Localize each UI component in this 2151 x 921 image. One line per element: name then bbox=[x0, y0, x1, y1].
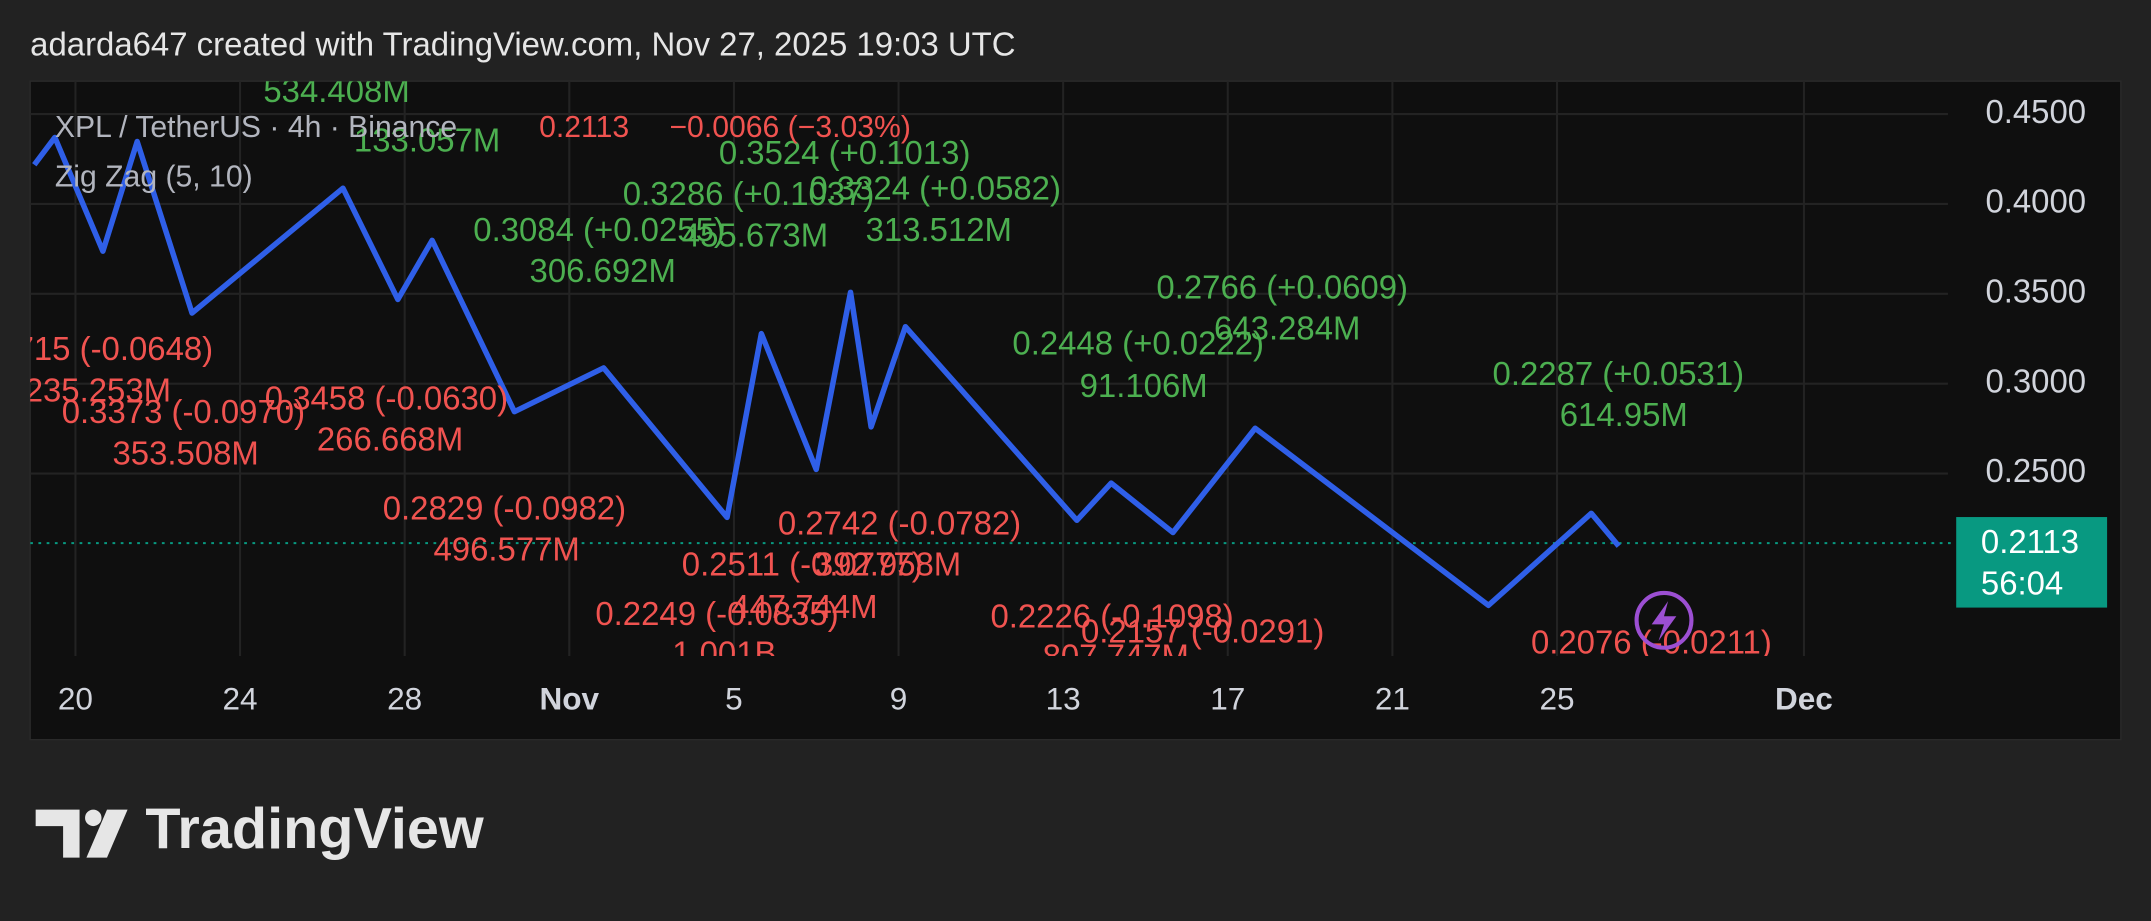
y-tick-label: 0.2500 bbox=[1985, 452, 2086, 489]
pivot-annotation: 0.2766 (+0.0609) bbox=[1156, 268, 1408, 305]
logo-text: TradingView bbox=[145, 797, 483, 861]
pivot-annotation: 1.001B bbox=[672, 635, 776, 672]
price-badge bbox=[1956, 517, 2108, 608]
y-tick-label: 0.3000 bbox=[1985, 362, 2086, 399]
y-tick-label: 0.4500 bbox=[1985, 93, 2086, 130]
pivot-annotation: 0.3715 (-0.0648) bbox=[0, 330, 213, 367]
x-tick-label: 24 bbox=[223, 681, 258, 717]
pivot-annotation: 235.253M bbox=[25, 371, 171, 408]
pivot-annotation: 0.2226 (-0.1098) bbox=[990, 598, 1233, 635]
pivot-annotation: 0.3084 (+0.0255) bbox=[473, 211, 725, 248]
chart-panel bbox=[29, 80, 2122, 741]
pivot-annotation: 0.2448 (+0.0222) bbox=[1012, 325, 1264, 362]
x-tick-label: 21 bbox=[1375, 681, 1410, 717]
logo-mark bbox=[86, 809, 128, 858]
pivot-annotation: 0.3286 (+0.1037) bbox=[623, 175, 875, 212]
pivot-annotation: 534.408M bbox=[263, 72, 409, 109]
pivot-annotation: 0.2287 (+0.0531) bbox=[1493, 355, 1745, 392]
x-tick-label: 13 bbox=[1046, 681, 1081, 717]
zigzag-line bbox=[32, 134, 1621, 609]
x-tick-label: 5 bbox=[725, 681, 743, 717]
x-tick-label: 25 bbox=[1539, 681, 1574, 717]
pivot-annotation: 0.2157 (-0.0291) bbox=[1081, 613, 1324, 650]
pivot-annotation: 392.958M bbox=[815, 546, 961, 583]
pivot-annotation: 91.106M bbox=[1080, 367, 1208, 404]
legend-symbol: XPL / TetherUS · 4h · Binance bbox=[55, 111, 457, 144]
x-tick-label: Nov bbox=[539, 681, 599, 717]
grid bbox=[30, 81, 1948, 656]
pivot-annotation: 614.95M bbox=[1560, 396, 1688, 433]
x-tick-label: 20 bbox=[58, 681, 93, 717]
legend-price: 0.2113 bbox=[539, 111, 629, 144]
pivot-annotation: 0.3324 (+0.0582) bbox=[809, 170, 1061, 207]
pivot-annotation: 447.744M bbox=[731, 588, 877, 625]
axes: 0.2500 0.3000 0.3500 0.4000 0.4500 20 24 28 Nov 5… bbox=[58, 93, 2108, 717]
logo-mark bbox=[85, 809, 102, 827]
x-tick-label: 28 bbox=[387, 681, 422, 717]
plot: 534.408M 133.057M 0.3524 (+0.1013) 0.3286 (… bbox=[0, 72, 1948, 674]
pivot-annotation: 0.3373 (-0.0970) bbox=[62, 393, 305, 430]
pivot-annotation: 455.673M bbox=[682, 216, 828, 253]
x-tick-label: Dec bbox=[1775, 681, 1833, 717]
pivot-annotation: 313.512M bbox=[866, 211, 1012, 248]
logo-mark bbox=[35, 809, 80, 858]
pivot-annotation: 0.2076 (-0.0211) bbox=[1531, 624, 1772, 661]
pivot-annotation: 643.284M bbox=[1214, 310, 1360, 347]
pivot-annotation: 0.3458 (-0.0630) bbox=[265, 380, 508, 417]
price-badge-value: 0.2113 bbox=[1981, 523, 2079, 560]
price-badge-countdown: 56:04 bbox=[1981, 564, 2063, 601]
pivot-annotation: 0.2829 (-0.0982) bbox=[383, 489, 626, 526]
header: adarda647 created with TradingView.com, … bbox=[30, 26, 1015, 63]
x-tick-label: 17 bbox=[1210, 681, 1245, 717]
legend-change: −0.0066 (−3.03%) bbox=[669, 111, 910, 144]
pivot-annotation: 496.577M bbox=[433, 530, 579, 567]
pivot-annotation: 133.057M bbox=[354, 122, 500, 159]
pivot-annotation: 0.2742 (-0.0782) bbox=[778, 504, 1021, 541]
pivot-annotation: 0.2249 (-0.0835) bbox=[595, 595, 838, 632]
logo: TradingView bbox=[35, 797, 484, 861]
y-tick-label: 0.4000 bbox=[1985, 183, 2086, 220]
pivot-annotation: 0.3524 (+0.1013) bbox=[719, 134, 971, 171]
lightning-bolt bbox=[1651, 601, 1677, 641]
pivot-annotation: 807.747M bbox=[1043, 637, 1189, 674]
y-tick-label: 0.3500 bbox=[1985, 273, 2086, 310]
pivot-annotation: 306.692M bbox=[530, 252, 676, 289]
pivot-annotation: 266.668M bbox=[317, 421, 463, 458]
pivot-annotation: 353.508M bbox=[112, 434, 258, 471]
pivot-annotation: 0.2511 (-0.0777) bbox=[682, 546, 923, 583]
lightning-icon[interactable] bbox=[1634, 590, 1694, 650]
legend-indicator: Zig Zag (5, 10) bbox=[55, 161, 253, 194]
x-tick-label: 9 bbox=[890, 681, 908, 717]
